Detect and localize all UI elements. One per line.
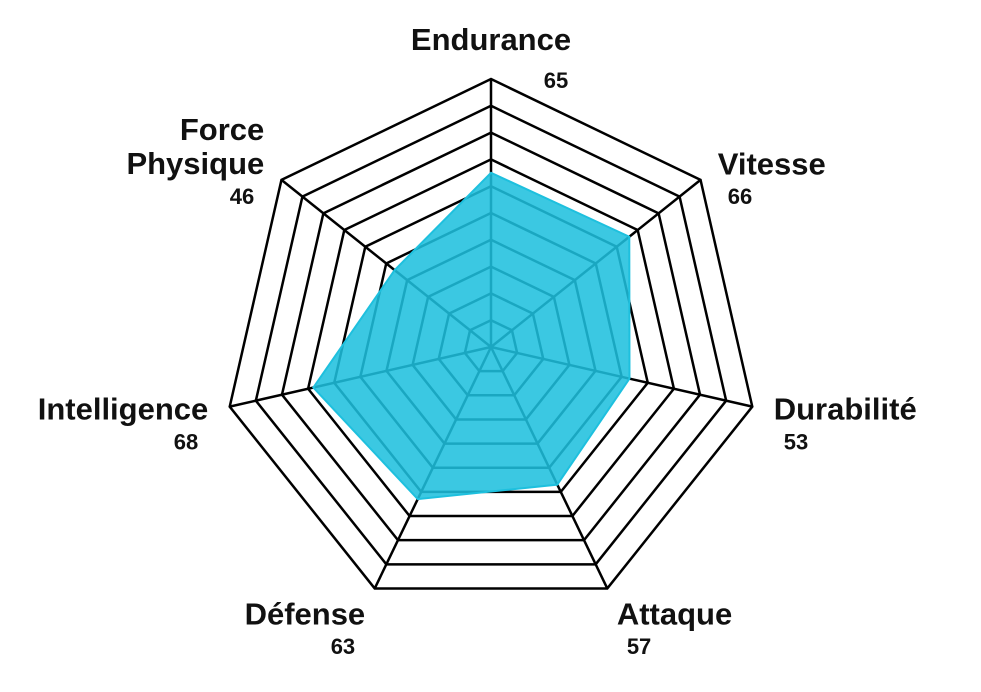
grid-ring [280,131,702,542]
value-label: 53 [784,429,808,454]
data-area [312,171,631,501]
grid-ring [228,77,754,590]
value-label: 46 [230,184,254,209]
category-label: Endurance [411,22,571,57]
value-label: 63 [331,634,355,659]
value-label: 68 [174,429,198,454]
category-label: Vitesse [718,146,826,181]
grid-ring [254,104,728,566]
category-label: Durabilité [774,392,917,427]
category-label: Force Physique [126,112,264,181]
category-label: Défense [245,596,366,631]
category-label: Intelligence [38,392,209,427]
grid-ring [306,158,676,518]
value-label: 66 [728,184,752,209]
category-label: Attaque [617,596,732,631]
value-label: 57 [627,634,651,659]
value-label: 65 [544,68,568,93]
